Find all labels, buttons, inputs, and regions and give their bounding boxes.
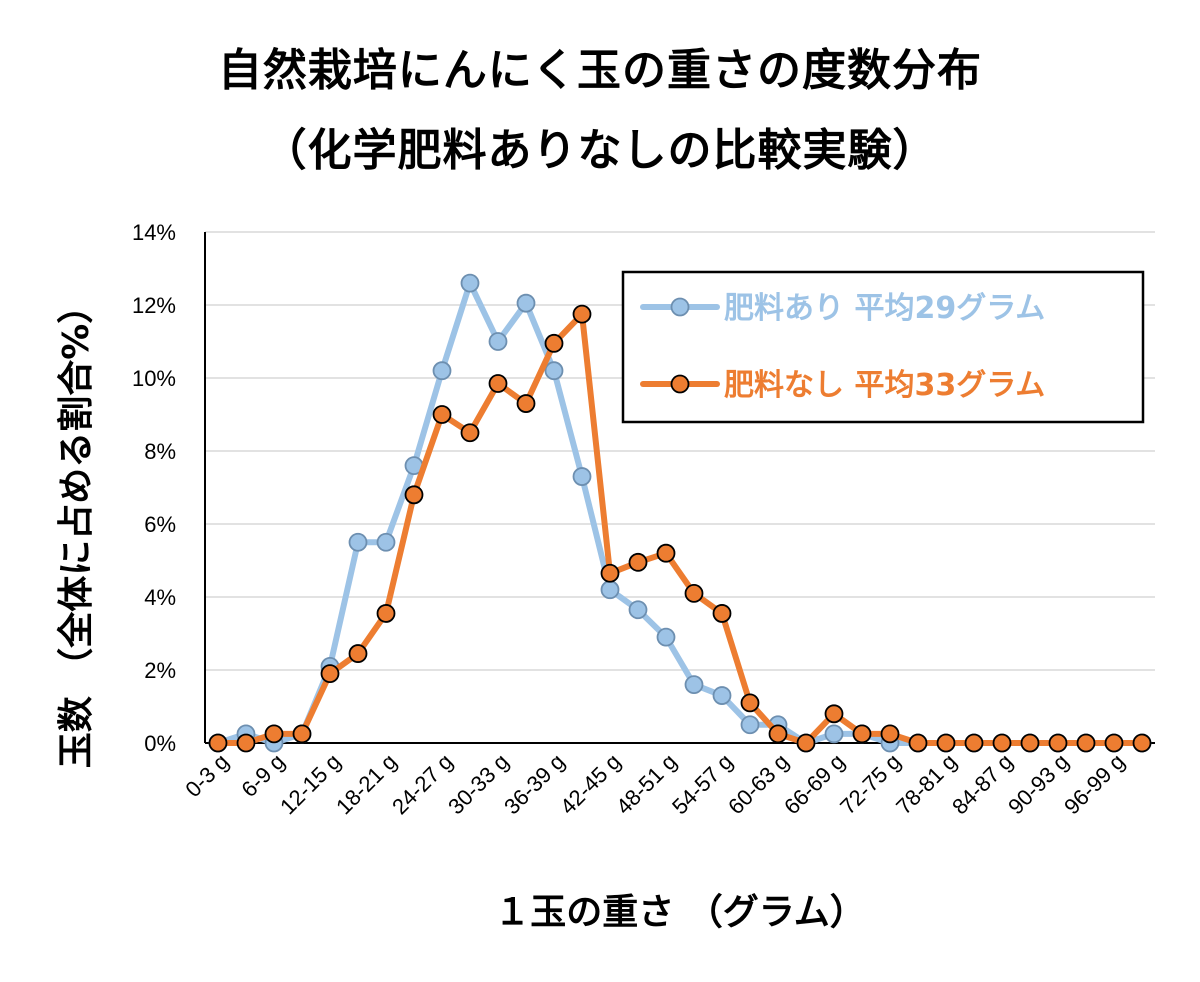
x-tick-label: 24-27 g	[387, 749, 457, 819]
data-point	[516, 394, 536, 413]
data-point	[348, 532, 368, 552]
x-tick-label: 84-87 g	[947, 749, 1017, 819]
legend-swatch-marker	[670, 374, 690, 394]
y-tick-label: 14%	[132, 220, 176, 245]
data-point	[684, 675, 704, 694]
x-tick-label: 66-69 g	[779, 749, 849, 819]
data-point	[600, 580, 620, 600]
data-point	[292, 724, 312, 744]
x-tick-label: 18-21 g	[331, 749, 401, 819]
x-tick-label: 72-75 g	[835, 749, 905, 819]
data-point	[544, 333, 564, 353]
data-point	[488, 374, 508, 393]
data-point	[824, 724, 844, 744]
data-point	[740, 693, 760, 713]
data-point	[628, 600, 648, 620]
x-tick-label: 30-33 g	[443, 749, 513, 819]
x-tick-labels: 0-3 g 6-9 g12-15 g18-21 g24-27 g30-33 g36…	[180, 749, 1129, 819]
data-point	[208, 733, 228, 753]
data-point	[684, 583, 704, 603]
data-point	[628, 552, 648, 572]
y-axis-title: 玉数 （全体に占める割合%）	[55, 288, 97, 769]
x-tick-label: 96-99 g	[1059, 749, 1129, 819]
x-tick-label: 0-3 g	[180, 749, 233, 802]
data-point	[544, 361, 564, 381]
data-point	[460, 273, 480, 293]
data-point	[1132, 733, 1152, 753]
data-point	[432, 405, 452, 424]
data-point	[460, 423, 480, 443]
y-tick-label: 8%	[144, 439, 176, 464]
y-tick-label: 4%	[144, 585, 176, 610]
y-tick-label: 12%	[132, 293, 176, 318]
y-tick-label: 0%	[144, 731, 176, 756]
data-point	[600, 563, 620, 583]
legend-swatch-marker	[670, 297, 690, 317]
data-point	[964, 733, 984, 753]
data-point	[656, 543, 676, 563]
legend-label: 肥料あり 平均29グラム	[724, 291, 1045, 326]
x-tick-label: 48-51 g	[611, 749, 681, 819]
x-tick-label: 54-57 g	[667, 749, 737, 819]
legend-label: 肥料なし 平均33グラム	[724, 368, 1045, 403]
series-line	[215, 311, 1145, 746]
chart-title: 自然栽培にんにく玉の重さの度数分布	[217, 45, 983, 96]
data-point	[824, 704, 844, 724]
data-point	[572, 467, 592, 486]
y-tick-label: 2%	[144, 658, 176, 683]
data-point	[264, 724, 284, 744]
data-point	[1076, 733, 1096, 753]
x-tick-label: 42-45 g	[555, 749, 625, 819]
y-tick-label: 6%	[144, 512, 176, 537]
data-point	[432, 361, 452, 381]
x-axis-title: １玉の重さ （グラム）	[494, 892, 865, 933]
y-tick-labels: 0% 2% 4% 6% 8% 10% 12% 14%	[132, 220, 176, 756]
chart-subtitle: （化学肥料ありなしの比較実験）	[262, 125, 938, 176]
y-tick-label: 10%	[132, 366, 176, 391]
data-point	[992, 733, 1012, 753]
x-tick-label: 60-63 g	[723, 749, 793, 819]
data-point	[516, 293, 536, 313]
legend-box	[621, 270, 1145, 424]
data-point	[852, 724, 872, 744]
data-point	[880, 724, 900, 744]
data-point	[768, 724, 788, 744]
data-point	[572, 304, 592, 324]
data-point	[488, 332, 508, 351]
x-tick-label: 12-15 g	[275, 749, 345, 819]
data-point	[712, 604, 732, 623]
data-point	[1104, 733, 1124, 753]
data-point	[936, 733, 956, 753]
data-point	[796, 733, 816, 753]
series-2	[208, 304, 1152, 753]
data-point	[740, 715, 760, 735]
series-group	[208, 273, 1152, 753]
data-point	[320, 664, 340, 684]
x-tick-label: 36-39 g	[499, 749, 569, 819]
data-point	[376, 604, 396, 623]
data-point	[404, 485, 424, 505]
data-point	[348, 644, 368, 663]
x-tick-label: 90-93 g	[1003, 749, 1073, 819]
x-tick-label: 78-81 g	[891, 749, 961, 819]
data-point	[712, 686, 732, 705]
data-point	[1048, 733, 1068, 753]
data-point	[236, 733, 256, 753]
data-point	[376, 532, 396, 552]
data-point	[1020, 733, 1040, 753]
data-point	[908, 733, 928, 753]
data-point	[656, 627, 676, 647]
